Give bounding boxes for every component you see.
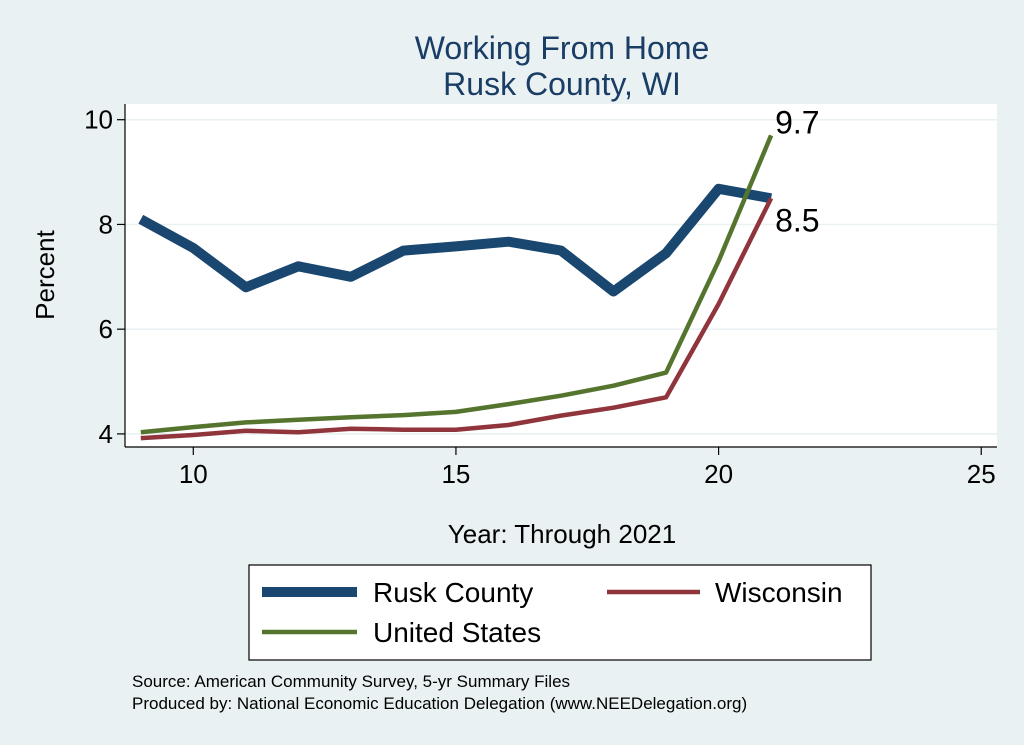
- y-axis-title: Percent: [30, 229, 60, 319]
- producer-note: Produced by: National Economic Education…: [132, 694, 747, 713]
- end-label-8-5: 8.5: [775, 202, 819, 238]
- legend-box: [248, 564, 872, 661]
- x-tick-label: 15: [441, 459, 470, 489]
- legend-label-rusk-county: Rusk County: [373, 577, 533, 608]
- y-tick-label: 10: [84, 105, 113, 135]
- legend: Rusk County Wisconsin United States: [248, 564, 872, 661]
- ticks-layer: 4 6 8 10 10 15 20 25: [84, 105, 996, 489]
- legend-label-wisconsin: Wisconsin: [715, 577, 843, 608]
- end-label-9-7: 9.7: [775, 104, 819, 140]
- chart-subtitle: Rusk County, WI: [443, 66, 681, 102]
- y-tick-label: 4: [99, 419, 113, 449]
- series-line-wisconsin: [140, 197, 774, 441]
- y-tick-label: 6: [99, 314, 113, 344]
- end-labels-layer: 9.7 8.5: [775, 104, 819, 238]
- series-line-rusk-county: [138, 183, 772, 297]
- y-tick-label: 8: [99, 209, 113, 239]
- x-axis-title: Year: Through 2021: [448, 519, 676, 549]
- source-note: Source: American Community Survey, 5-yr …: [132, 672, 570, 691]
- x-tick-label: 25: [967, 459, 996, 489]
- legend-label-united-states: United States: [373, 617, 541, 648]
- grid-layer: [125, 118, 997, 435]
- axes-layer: [124, 104, 997, 448]
- series-layer: [138, 134, 774, 441]
- chart-title: Working From Home: [415, 30, 710, 66]
- x-tick-label: 20: [704, 459, 733, 489]
- series-line-united-states: [140, 134, 774, 435]
- x-tick-label: 10: [179, 459, 208, 489]
